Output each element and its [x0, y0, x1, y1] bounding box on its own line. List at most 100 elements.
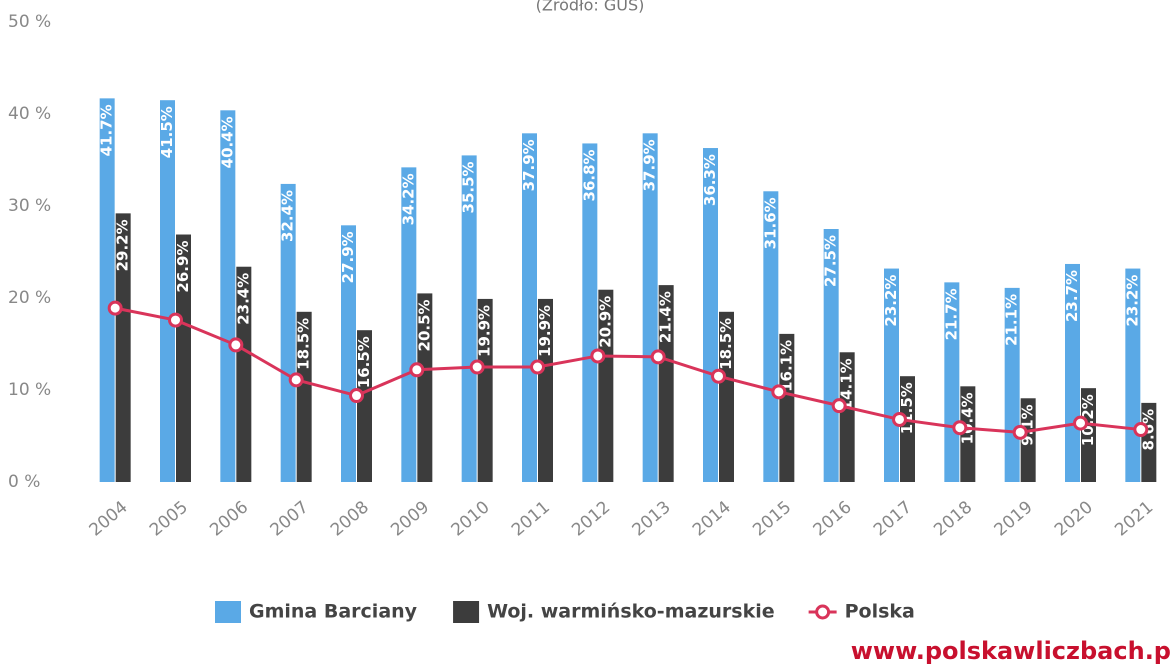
- bar: [522, 133, 537, 482]
- bar: [658, 285, 674, 482]
- value-label: 31.6%: [761, 197, 779, 249]
- legend-swatch: [453, 601, 480, 623]
- value-label: 20.5%: [415, 299, 433, 351]
- y-tick-label: 30 %: [8, 196, 51, 216]
- bar: [417, 293, 433, 482]
- value-label: 23.2%: [1123, 275, 1141, 327]
- line-marker: [952, 420, 968, 436]
- bar: [341, 225, 356, 482]
- value-label: 23.7%: [1063, 270, 1081, 322]
- line-marker: [409, 362, 425, 378]
- bar: [719, 311, 734, 482]
- x-tick-label: 2015: [749, 497, 795, 540]
- bar: [160, 100, 175, 482]
- value-label: 36.8%: [580, 149, 598, 201]
- bar: [839, 352, 855, 482]
- bar: [823, 229, 839, 482]
- legend-swatch: [815, 604, 831, 620]
- x-tick-label: 2009: [387, 497, 433, 540]
- value-label: 20.9%: [596, 296, 614, 348]
- value-label: 34.2%: [399, 173, 417, 225]
- line-marker: [168, 312, 183, 328]
- value-label: 21.4%: [657, 291, 675, 343]
- bar: [1141, 402, 1157, 482]
- value-label: 21.1%: [1003, 294, 1021, 346]
- bar: [357, 330, 372, 482]
- x-tick-label: 2013: [629, 497, 675, 540]
- legend-label: Polska: [845, 601, 915, 623]
- bar: [598, 289, 614, 482]
- bar: [99, 98, 115, 483]
- bar: [884, 268, 899, 482]
- value-label: 10.2%: [1079, 394, 1097, 446]
- bar: [176, 234, 191, 482]
- line-marker: [530, 359, 545, 375]
- bar: [900, 376, 915, 482]
- x-tick-label: 2019: [991, 497, 1037, 540]
- line-marker: [469, 359, 485, 375]
- watermark: www.polskawliczbach.p: [851, 637, 1171, 665]
- bar: [115, 213, 131, 483]
- value-label: 8.6%: [1139, 409, 1157, 451]
- value-label: 40.4%: [218, 116, 236, 168]
- line-marker: [349, 388, 364, 404]
- x-tick-label: 2014: [689, 497, 735, 540]
- value-label: 18.5%: [295, 318, 313, 370]
- x-tick-label: 2017: [870, 497, 916, 540]
- value-label: 37.9%: [520, 139, 538, 191]
- bar: [1020, 398, 1036, 482]
- y-tick-label: 50 %: [8, 12, 51, 32]
- bar: [477, 298, 493, 482]
- x-tick-label: 2006: [206, 497, 252, 540]
- x-tick-label: 2020: [1051, 497, 1097, 540]
- x-tick-label: 2008: [327, 497, 373, 540]
- bar: [461, 155, 477, 482]
- line-marker: [228, 337, 244, 353]
- value-label: 26.9%: [174, 241, 192, 293]
- line-marker: [107, 300, 123, 316]
- value-label: 16.1%: [777, 340, 795, 392]
- x-tick-label: 2007: [267, 497, 313, 540]
- x-tick-label: 2018: [930, 497, 976, 540]
- bar: [763, 191, 779, 482]
- value-label: 27.5%: [822, 235, 840, 287]
- value-label: 29.2%: [114, 219, 132, 271]
- value-label: 41.5%: [158, 106, 176, 158]
- line-marker: [771, 384, 787, 400]
- value-label: 35.5%: [460, 161, 478, 213]
- x-tick-label: 2004: [86, 497, 132, 540]
- bar: [582, 143, 598, 482]
- y-tick-label: 10 %: [8, 380, 51, 400]
- value-label: 19.9%: [536, 305, 554, 357]
- bar: [703, 148, 718, 483]
- x-tick-label: 2012: [568, 497, 614, 540]
- bar: [538, 298, 553, 482]
- value-label: 16.5%: [355, 336, 373, 388]
- value-label: 41.7%: [98, 104, 116, 156]
- legend-label: Gmina Barciany: [249, 601, 418, 623]
- value-label: 36.3%: [701, 154, 719, 206]
- x-tick-label: 2011: [508, 497, 554, 540]
- y-tick-label: 20 %: [8, 288, 51, 308]
- value-label: 37.9%: [641, 139, 659, 191]
- legend: Gmina Barciany Woj. warmińsko-mazurskie Po…: [215, 601, 915, 623]
- value-label: 19.9%: [476, 305, 494, 357]
- value-label: 32.4%: [279, 190, 297, 242]
- bar: [236, 266, 252, 482]
- bar: [401, 167, 417, 483]
- legend-swatch: [215, 601, 241, 623]
- line-marker: [288, 372, 304, 388]
- line-marker: [1133, 422, 1149, 438]
- x-tick-label: 2016: [810, 497, 856, 540]
- line-marker: [1012, 424, 1028, 440]
- bar: [960, 386, 976, 482]
- chart-title: (Źródło: GUS): [536, 0, 645, 15]
- y-tick-label: 0 %: [8, 472, 40, 492]
- bar: [642, 133, 658, 482]
- line-marker: [1073, 415, 1088, 431]
- line-marker: [711, 368, 726, 384]
- value-label: 27.9%: [339, 231, 357, 283]
- bar: [220, 110, 236, 482]
- line-marker: [831, 398, 847, 414]
- x-tick-label: 2010: [448, 497, 494, 540]
